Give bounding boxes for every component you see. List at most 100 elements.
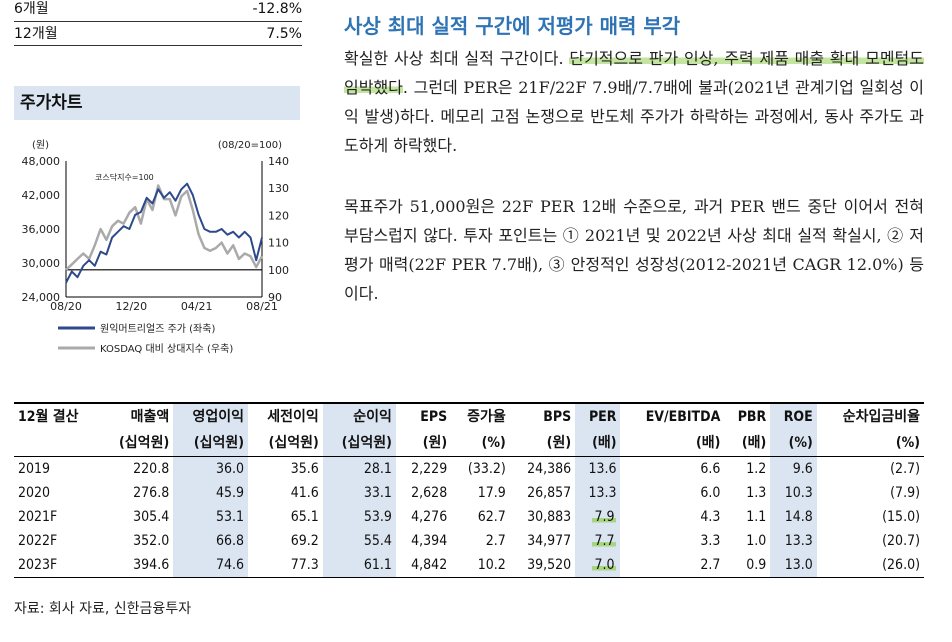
table-cell: (26.0) [882, 557, 920, 573]
table-cell: 1.1 [746, 509, 767, 525]
table-cell: 45.9 [173, 481, 248, 505]
source-note: 자료: 회사 자료, 신한금융투자 [14, 601, 192, 617]
return-value: -12.8% [252, 1, 302, 17]
table-cell: 1.2 [746, 461, 767, 477]
table-cell: 352.0 [133, 533, 170, 549]
table-cell: 2021F [18, 509, 58, 525]
column-unit: (십억원) [173, 430, 248, 457]
table-cell: 2023F [18, 557, 58, 573]
table-cell: 35.6 [290, 461, 319, 477]
left-tick-label: 30,000 [22, 257, 61, 270]
table-cell: 26,857 [527, 485, 572, 501]
table-cell: 6.0 [700, 485, 721, 501]
table-cell: 7.7 [575, 529, 621, 553]
column-unit: (배) [741, 435, 767, 451]
table-cell: 4,394 [411, 533, 448, 549]
x-tick-label: 12/20 [115, 300, 147, 313]
table-cell: 2.7 [700, 557, 721, 573]
table-cell: 69.2 [290, 533, 319, 549]
table-cell: 53.9 [322, 505, 396, 529]
table-cell: 2,229 [411, 461, 448, 477]
para1-pre: 확실한 사상 최대 실적 구간이다. [344, 49, 570, 68]
return-period: 6개월 [14, 1, 49, 17]
table-cell: 3.3 [700, 533, 721, 549]
table-row: 2021F 305.4 53.1 65.1 53.9 4,276 62.7 30,883 7.9… [14, 505, 924, 529]
table-cell: 4,842 [411, 557, 448, 573]
table-cell: 41.6 [290, 485, 319, 501]
table-row: 2020 276.8 45.9 41.6 33.1 2,628 17.9 26,857 13.3… [14, 481, 924, 505]
column-header: 영업이익 [173, 403, 248, 430]
table-cell: 2019 [18, 461, 51, 477]
headline: 사상 최대 실적 구간에 저평가 매력 부각 [344, 14, 681, 38]
table-cell: 24,386 [527, 461, 572, 477]
table-cell: 305.4 [133, 509, 170, 525]
table-cell: (7.9) [890, 485, 920, 501]
column-header: PBR [737, 409, 767, 425]
returns-table: 6개월 -12.8% 12개월 7.5% [14, 0, 302, 46]
column-header: 세전이익 [267, 409, 319, 425]
column-header: PER [575, 403, 621, 430]
kosdaq-relative-line [65, 184, 264, 271]
column-header: BPS [543, 409, 572, 425]
table-cell: 0.9 [746, 557, 767, 573]
column-unit: (십억원) [268, 435, 319, 451]
table-cell: 33.1 [322, 481, 396, 505]
table-cell: 13.0 [770, 553, 817, 578]
table-cell: 13.3 [770, 529, 817, 553]
table-cell: 65.1 [290, 509, 319, 525]
table-cell: 7.0 [575, 553, 621, 578]
table-cell: 2,628 [411, 485, 448, 501]
x-tick-label: 04/21 [181, 300, 213, 313]
paragraph-1: 확실한 사상 최대 실적 구간이다. 단기적으로 판가 인상, 주력 제품 매출… [344, 44, 924, 160]
return-value: 7.5% [266, 26, 302, 42]
x-tick-label: 08/20 [50, 300, 82, 313]
column-unit: (십억원) [119, 435, 170, 451]
table-cell: 55.4 [322, 529, 396, 553]
column-header: ROE [770, 403, 817, 430]
table-cell: 14.8 [770, 505, 817, 529]
stock-price-line [65, 182, 263, 284]
para1-post: . 그런데 PER은 21F/22F 7.9배/7.7배에 불과(2021년 관… [344, 78, 924, 155]
table-body: 2019 220.8 36.0 35.6 28.1 2,229 (33.2) 24,386 13… [14, 456, 924, 578]
table-cell: 2022F [18, 533, 58, 549]
column-unit [14, 430, 100, 457]
table-cell: 6.6 [700, 461, 721, 477]
table-cell: (15.0) [882, 509, 920, 525]
column-unit: (원) [546, 435, 572, 451]
table-cell: 4.3 [700, 509, 721, 525]
column-header: 순이익 [322, 403, 396, 430]
table-cell: 13.3 [575, 481, 621, 505]
table-cell: 30,883 [527, 509, 572, 525]
column-unit: (배) [695, 435, 721, 451]
x-tick-label: 08/21 [246, 300, 278, 313]
return-period: 12개월 [14, 26, 58, 42]
table-cell: 2.7 [485, 533, 506, 549]
table-cell: 1.0 [746, 533, 767, 549]
right-tick-label: 100 [268, 264, 289, 277]
table-cell: 4,276 [411, 509, 448, 525]
return-row-6m: 6개월 -12.8% [14, 0, 302, 22]
table-cell: 276.8 [133, 485, 170, 501]
column-header: EV/EBITDA [645, 409, 721, 425]
financial-table: 12월 결산 매출액 영업이익 세전이익 순이익 EPS 증가율 BPS PER EV/EBITD… [14, 402, 924, 578]
table-cell: 74.6 [173, 553, 248, 578]
column-unit: (%) [481, 435, 506, 451]
column-unit: (%) [895, 435, 920, 451]
table-cell: 53.1 [173, 505, 248, 529]
right-axis-unit: (08/20=100) [218, 140, 282, 151]
table-cell: 220.8 [133, 461, 170, 477]
table-cell: 62.7 [477, 509, 506, 525]
legend-stock: 원익머트리얼즈 주가 (좌축) [100, 323, 215, 335]
table-header-row-1: 12월 결산 매출액 영업이익 세전이익 순이익 EPS 증가율 BPS PER EV/EBITD… [14, 403, 924, 430]
highlighted-per-value: 7.0 [592, 557, 617, 573]
right-tick-label: 110 [268, 237, 289, 250]
column-header: 증가율 [467, 409, 506, 425]
left-axis-unit: (원) [32, 139, 49, 151]
table-row: 2019 220.8 36.0 35.6 28.1 2,229 (33.2) 24,386 13… [14, 456, 924, 481]
left-tick-label: 24,000 [22, 291, 61, 304]
table-cell: 10.2 [477, 557, 506, 573]
table-cell: 36.0 [173, 456, 248, 481]
right-tick-label: 90 [268, 291, 282, 304]
column-header: 매출액 [130, 409, 170, 425]
table-cell: 61.1 [322, 553, 396, 578]
